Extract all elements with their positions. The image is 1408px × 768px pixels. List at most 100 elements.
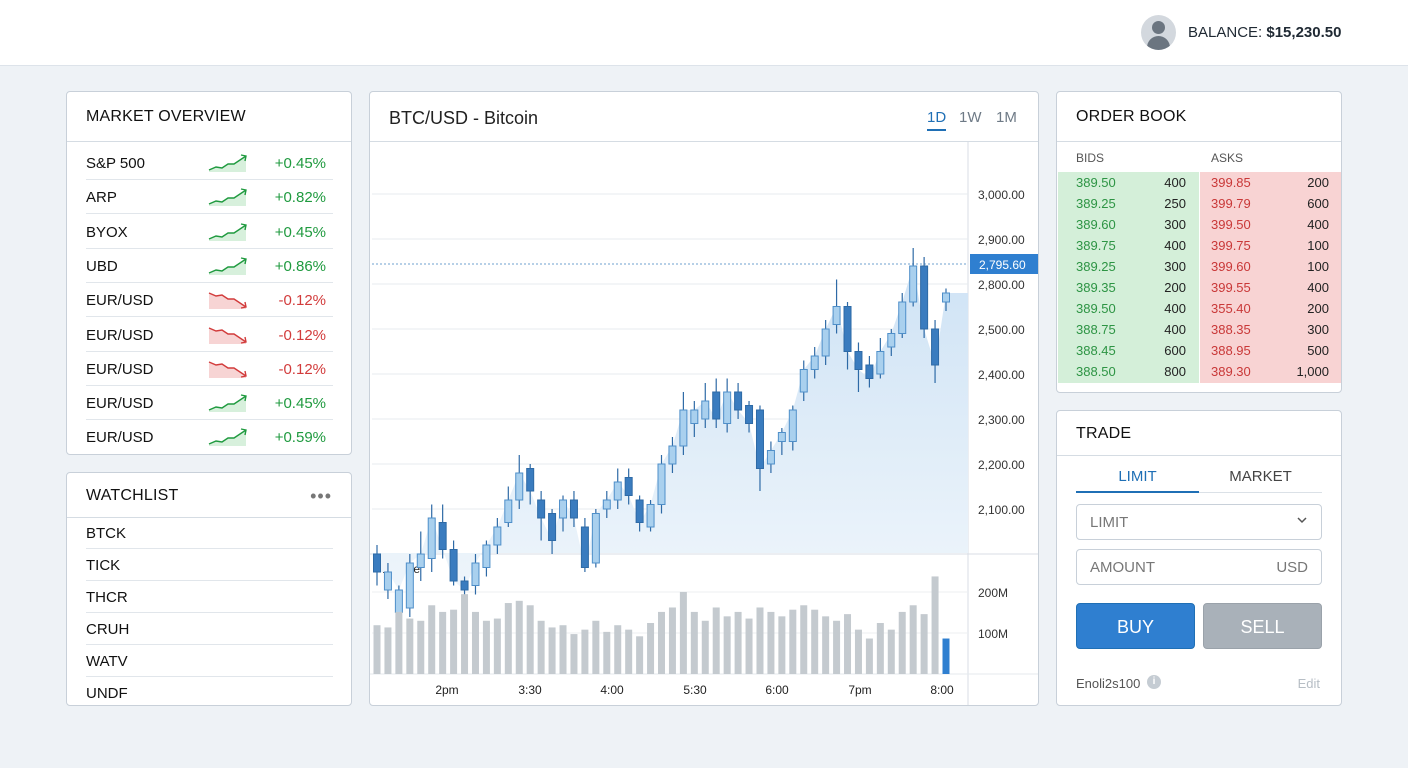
candle-body bbox=[766, 450, 775, 465]
ask-row[interactable]: 389.30 1,000 bbox=[1200, 361, 1341, 382]
timeframe-1d-tab[interactable]: 1D bbox=[927, 109, 947, 131]
volume-bar bbox=[581, 629, 589, 674]
edit-link[interactable]: Edit bbox=[1297, 676, 1320, 691]
ask-row[interactable]: 399.85 200 bbox=[1200, 172, 1341, 193]
market-row[interactable]: EUR/USD +0.45% bbox=[86, 386, 333, 421]
tab-limit[interactable]: LIMIT bbox=[1118, 468, 1157, 485]
market-overview-panel: MARKET OVERVIEW S&P 500 +0.45% ARP +0.82% BY… bbox=[66, 91, 352, 455]
time-tick-label: 8:00 bbox=[930, 683, 954, 697]
market-row[interactable]: EUR/USD -0.12% bbox=[86, 352, 333, 386]
ask-row[interactable]: 388.35 300 bbox=[1200, 319, 1341, 340]
volume-bar bbox=[625, 629, 633, 674]
watchlist-item[interactable]: UNDF bbox=[86, 677, 333, 705]
info-icon[interactable]: i bbox=[1147, 675, 1161, 689]
watchlist-panel: WATCHLIST ••• BTCK TICK THCR CRUH WATV UNDF bbox=[66, 472, 352, 706]
volume-bar bbox=[471, 611, 479, 674]
candle-body bbox=[734, 391, 743, 411]
ask-row[interactable]: 388.95 500 bbox=[1200, 340, 1341, 361]
watchlist-item[interactable]: WATV bbox=[86, 645, 333, 677]
candle-body bbox=[898, 301, 907, 334]
tab-market[interactable]: MARKET bbox=[1229, 468, 1292, 485]
watchlist-item[interactable]: BTCK bbox=[86, 517, 333, 549]
volume-bar bbox=[745, 618, 753, 674]
buy-button[interactable]: BUY bbox=[1076, 603, 1195, 649]
market-row[interactable]: EUR/USD -0.12% bbox=[86, 318, 333, 352]
ask-row[interactable]: 399.75 100 bbox=[1200, 235, 1341, 256]
bid-row[interactable]: 389.50 400 bbox=[1058, 172, 1199, 193]
candle-body bbox=[679, 409, 688, 447]
chart-title: BTC/USD - Bitcoin bbox=[389, 108, 539, 128]
volume-tick-label: 200M bbox=[978, 586, 1008, 600]
candle-body bbox=[416, 553, 425, 568]
market-row[interactable]: EUR/USD -0.12% bbox=[86, 283, 333, 318]
bid-qty: 300 bbox=[1164, 217, 1186, 232]
price-tick-label: 2,900.00 bbox=[978, 233, 1025, 247]
watchlist-item[interactable]: CRUH bbox=[86, 613, 333, 645]
candle-body bbox=[887, 333, 896, 348]
candle-body bbox=[854, 351, 863, 370]
bid-row[interactable]: 389.60 300 bbox=[1058, 214, 1199, 235]
bid-row[interactable]: 389.35 200 bbox=[1058, 277, 1199, 298]
order-type-select[interactable]: LIMIT bbox=[1076, 504, 1322, 540]
bid-row[interactable]: 389.25 250 bbox=[1058, 193, 1199, 214]
volume-bar bbox=[800, 605, 808, 674]
volume-bar bbox=[384, 627, 392, 674]
bid-row[interactable]: 389.50 400 bbox=[1058, 298, 1199, 319]
volume-bar bbox=[570, 634, 578, 674]
ask-qty: 300 bbox=[1307, 322, 1329, 337]
market-row[interactable]: UBD +0.86% bbox=[86, 249, 333, 283]
current-price-tag bbox=[970, 254, 1038, 274]
volume-bar bbox=[395, 611, 403, 674]
amount-placeholder: AMOUNT bbox=[1090, 559, 1155, 576]
ask-qty: 600 bbox=[1307, 196, 1329, 211]
bid-row[interactable]: 388.50 800 bbox=[1058, 361, 1199, 382]
candle-body bbox=[821, 328, 830, 357]
bid-price: 388.45 bbox=[1076, 343, 1116, 358]
volume-bar bbox=[504, 603, 512, 674]
ask-row[interactable]: 355.40 200 bbox=[1200, 298, 1341, 319]
timeframe-1w-tab[interactable]: 1W bbox=[959, 109, 982, 126]
candlestick-chart[interactable]: 3,000.00 2,900.00 2,800.00 2,500.00 2,400.00… bbox=[370, 92, 1039, 706]
candle-body bbox=[690, 409, 699, 424]
volume-bar bbox=[690, 611, 698, 674]
market-symbol: S&P 500 bbox=[86, 155, 145, 172]
timeframe-1m-tab[interactable]: 1M bbox=[996, 109, 1017, 126]
price-chart-panel: BTC/USD - Bitcoin 1D 1W 1M 3,000.00 2,900… bbox=[369, 91, 1039, 706]
market-symbol: UBD bbox=[86, 257, 118, 275]
volume-bar bbox=[537, 620, 545, 674]
top-bar: BALANCE: $15,230.50 bbox=[0, 0, 1408, 66]
ask-row[interactable]: 399.50 400 bbox=[1200, 214, 1341, 235]
bid-row[interactable]: 388.75 400 bbox=[1058, 319, 1199, 340]
market-row[interactable]: EUR/USD +0.59% bbox=[86, 420, 333, 454]
volume-bar bbox=[450, 609, 458, 674]
watchlist-item[interactable]: TICK bbox=[86, 549, 333, 581]
more-dots-icon[interactable]: ••• bbox=[310, 486, 332, 506]
volume-bar bbox=[778, 616, 786, 674]
volume-bar bbox=[592, 620, 600, 674]
volume-bar bbox=[844, 614, 852, 674]
bid-row[interactable]: 388.45 600 bbox=[1058, 340, 1199, 361]
volume-bar bbox=[373, 625, 381, 674]
candle-body bbox=[668, 445, 677, 465]
market-row[interactable]: BYOX +0.45% bbox=[86, 215, 333, 249]
market-row[interactable]: S&P 500 +0.45% bbox=[86, 146, 333, 180]
ask-row[interactable]: 399.60 100 bbox=[1200, 256, 1341, 277]
user-avatar-icon[interactable] bbox=[1141, 15, 1176, 50]
bid-price: 388.50 bbox=[1076, 364, 1116, 379]
candle-body bbox=[712, 391, 721, 420]
ask-row[interactable]: 399.79 600 bbox=[1200, 193, 1341, 214]
market-row[interactable]: ARP +0.82% bbox=[86, 180, 333, 215]
sell-button[interactable]: SELL bbox=[1203, 603, 1322, 649]
watchlist-item[interactable]: THCR bbox=[86, 581, 333, 613]
volume-bar bbox=[668, 607, 676, 674]
candle-body bbox=[646, 504, 655, 528]
ask-qty: 400 bbox=[1307, 217, 1329, 232]
price-tick-label: 2,100.00 bbox=[978, 503, 1025, 517]
bid-row[interactable]: 389.75 400 bbox=[1058, 235, 1199, 256]
ask-row[interactable]: 399.55 400 bbox=[1200, 277, 1341, 298]
candle-body bbox=[909, 265, 918, 303]
bid-row[interactable]: 389.25 300 bbox=[1058, 256, 1199, 277]
watchlist-symbol: WATV bbox=[86, 653, 128, 670]
amount-field[interactable]: AMOUNT USD bbox=[1076, 549, 1322, 585]
volume-bar bbox=[482, 620, 490, 674]
